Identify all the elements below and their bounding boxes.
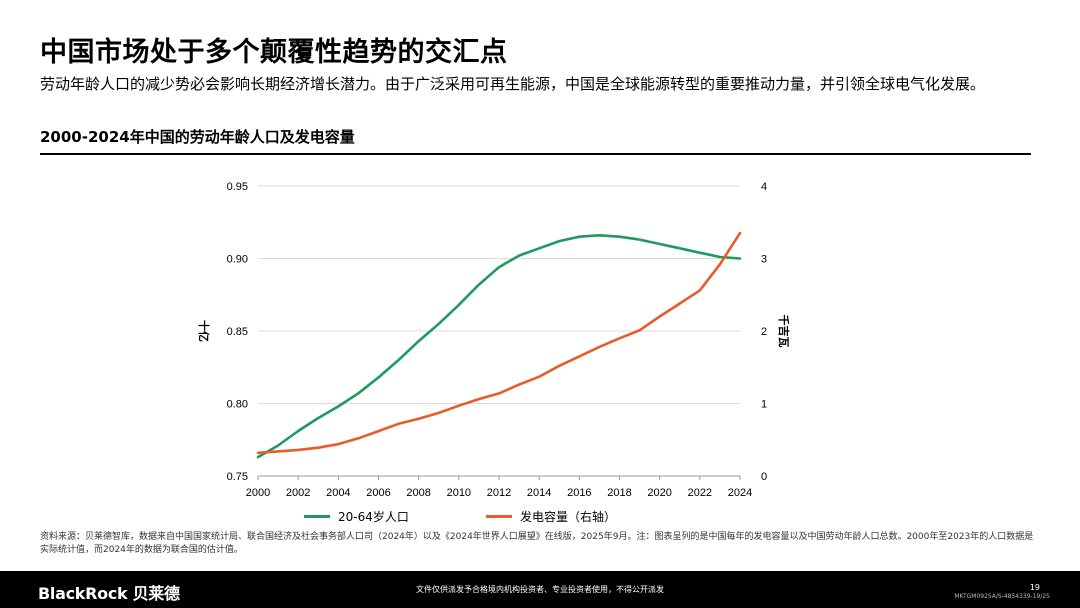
page-subtitle: 劳动年龄人口的减少势必会影响长期经济增长潜力。由于广泛采用可再生能源，中国是全球… [40,75,986,93]
right-axis-label: 千吉瓦 [777,315,791,348]
footer-bar: BlackRock 贝莱德 文件仅供派发予合格境内机构投资者、专业投资者使用，不… [0,571,1080,608]
x-tick-label: 2002 [286,487,310,499]
right-tick-label: 3 [761,254,767,266]
x-tick-label: 2024 [728,487,752,499]
legend-item-population: 20-64岁人口 [304,508,409,525]
legend-item-capacity: 发电容量（右轴） [486,508,616,525]
right-axis-ticks: 0 1 2 3 4 [761,181,767,483]
series-line-population [256,234,742,459]
x-tick-label: 2010 [447,487,471,499]
left-tick-label: 0.90 [227,254,248,266]
legend-swatch-population [304,515,330,518]
x-tick-label: 2004 [326,487,350,499]
left-tick-label: 0.85 [227,326,248,338]
x-tick-label: 2000 [246,487,270,499]
x-tick-label: 2006 [366,487,390,499]
brand-logo: BlackRock 贝莱德 [38,584,180,603]
left-tick-label: 0.75 [227,471,248,483]
right-tick-label: 2 [761,326,767,338]
chart-title: 2000-2024年中国的劳动年龄人口及发电容量 [40,128,355,146]
x-tick-label: 2020 [647,487,671,499]
source-note: 资料来源：贝莱德智库，数据来自中国国家统计局、联合国经济及社会事务部人口司（20… [40,532,1034,555]
x-tick-label: 2012 [487,487,511,499]
left-tick-label: 0.95 [227,181,248,193]
series-line-capacity [256,231,742,455]
document-code: MKTGM0925A/S-4854339-19/25 [954,593,1050,600]
footer-disclaimer: 文件仅供派发予合格境内机构投资者、专业投资者使用，不得公开派发 [416,585,664,594]
left-axis-ticks: 0.75 0.80 0.85 0.90 0.95 [227,181,248,483]
right-tick-label: 1 [761,399,767,411]
left-tick-label: 0.80 [227,399,248,411]
x-tick-label: 2008 [406,487,430,499]
legend-label-population: 20-64岁人口 [338,510,409,524]
right-tick-label: 4 [761,181,767,193]
x-tick-label: 2022 [688,487,712,499]
legend-swatch-capacity [486,515,512,518]
x-tick-label: 2016 [567,487,591,499]
page-title: 中国市场处于多个颠覆性趋势的交汇点 [40,37,508,68]
series-lines [256,231,742,459]
gridlines [258,185,740,404]
x-tick-label: 2018 [607,487,631,499]
left-axis-label: 十亿 [197,320,211,342]
x-axis-ticks: 2000 2002 2004 2006 2008 2010 2012 2014 2016 2018… [246,476,752,499]
page-number: 19 [1029,583,1040,592]
legend-label-capacity: 发电容量（右轴） [520,510,617,524]
x-tick-label: 2014 [527,487,551,499]
right-tick-label: 0 [761,471,767,483]
title-divider [40,153,1031,155]
